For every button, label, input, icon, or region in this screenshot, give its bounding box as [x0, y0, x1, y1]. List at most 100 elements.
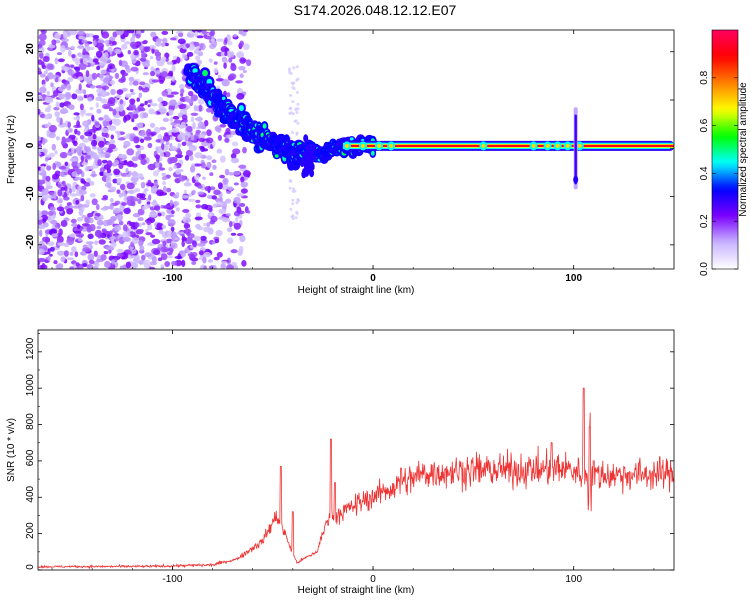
heatmap-cell [68, 49, 72, 57]
heatmap-cell [240, 176, 245, 183]
heatmap-cell [193, 235, 201, 242]
heatmap-cell [54, 224, 61, 228]
heatmap-cell [190, 134, 195, 141]
heatmap-cell [148, 108, 155, 115]
heatmap-cell [47, 210, 54, 216]
heatmap-cell [212, 164, 217, 170]
heatmap-cell [197, 98, 205, 105]
heatmap-cell [160, 246, 168, 253]
heatmap-cell [240, 181, 249, 188]
heatmap-cell [295, 65, 299, 69]
heatmap-cell [136, 122, 144, 127]
heatmap-cell [164, 42, 169, 47]
heatmap-cell [138, 132, 146, 136]
heatmap-cell [67, 121, 71, 129]
heatmap-cell [82, 137, 90, 143]
heatmap-cell [86, 225, 92, 233]
heatmap-cell [52, 173, 59, 180]
heatmap-cell [107, 124, 111, 130]
heatmap-cell [213, 256, 220, 261]
heatmap-cell [80, 194, 85, 202]
heatmap-cell [122, 162, 131, 166]
heatmap-cell [51, 39, 57, 46]
heatmap-cell [177, 150, 183, 156]
heatmap-cell [238, 66, 246, 71]
heatmap-cell [306, 159, 312, 168]
heatmap-cell [169, 117, 174, 123]
heatmap-cell [46, 90, 50, 97]
heatmap-cell [94, 229, 102, 238]
heatmap-cell [38, 146, 43, 153]
heatmap-cell [105, 175, 112, 184]
heatmap-cell [153, 181, 159, 188]
heatmap-cell [160, 153, 165, 157]
heatmap-cell [96, 65, 100, 71]
heatmap-cell [78, 208, 84, 216]
heatmap-cell [63, 66, 70, 71]
heatmap-cell [193, 134, 198, 142]
heatmap-cell [45, 180, 51, 187]
heatmap-cell [213, 189, 221, 196]
heatmap-cell [203, 222, 207, 227]
heatmap-cell [223, 62, 227, 69]
heatmap-cell [83, 94, 88, 99]
heatmap-cell [38, 216, 43, 220]
heatmap-cell [106, 220, 115, 225]
heatmap-cell [81, 214, 87, 219]
heatmap-cell [66, 257, 75, 261]
heatmap-cell [45, 185, 53, 190]
heatmap-cell [138, 85, 143, 91]
heatmap-cell [213, 67, 219, 74]
heatmap-cell [148, 194, 152, 201]
heatmap-cell [89, 217, 94, 224]
heatmap-cell [54, 150, 58, 155]
heatmap-cell [176, 56, 181, 64]
heatmap-cell [115, 30, 124, 36]
heatmap-cell [109, 139, 116, 145]
heatmap-cell [131, 171, 139, 177]
heatmap-cell [60, 45, 66, 53]
heatmap-cell [116, 214, 124, 220]
x-tick-label: 100 [565, 273, 582, 284]
heatmap-cell [389, 143, 394, 148]
heatmap-cell [163, 235, 168, 239]
heatmap-cell [92, 145, 97, 150]
heatmap-cell [82, 247, 91, 253]
heatmap-cell [161, 143, 165, 150]
heatmap-cell [47, 241, 55, 246]
heatmap-cell [169, 199, 173, 207]
heatmap-cell [72, 227, 78, 232]
heatmap-cell [223, 90, 227, 97]
y-tick-label: 0 [25, 564, 36, 570]
heatmap-cell [73, 117, 80, 121]
heatmap-cell [307, 143, 312, 152]
heatmap-cell [208, 213, 214, 216]
heatmap-cell [71, 54, 76, 59]
heatmap-cell [181, 259, 186, 267]
heatmap-cell [182, 216, 186, 223]
heatmap-cell [91, 72, 98, 80]
heatmap-cell [217, 74, 221, 79]
heatmap-cell [69, 251, 74, 256]
heatmap-cell [223, 178, 227, 185]
heatmap-cell [167, 157, 174, 165]
heatmap-cell [84, 131, 93, 137]
heatmap-cell [49, 253, 53, 257]
heatmap-cell [87, 96, 93, 102]
heatmap-cell [67, 69, 75, 76]
heatmap-cell [38, 136, 42, 142]
heatmap-cell [202, 176, 206, 180]
y-tick-label: 10 [25, 91, 36, 103]
heatmap-cell [162, 134, 171, 142]
heatmap-cell [309, 169, 315, 178]
heatmap-cell [41, 61, 45, 69]
heatmap-cell [59, 151, 68, 159]
heatmap-cell [69, 30, 78, 36]
heatmap-cell [162, 205, 171, 209]
heatmap-cell [111, 41, 117, 46]
heatmap-cell [158, 229, 164, 235]
heatmap-cell [42, 137, 46, 146]
heatmap-cell [87, 233, 94, 240]
heatmap-cell [144, 252, 152, 258]
heatmap-cell [58, 166, 67, 170]
